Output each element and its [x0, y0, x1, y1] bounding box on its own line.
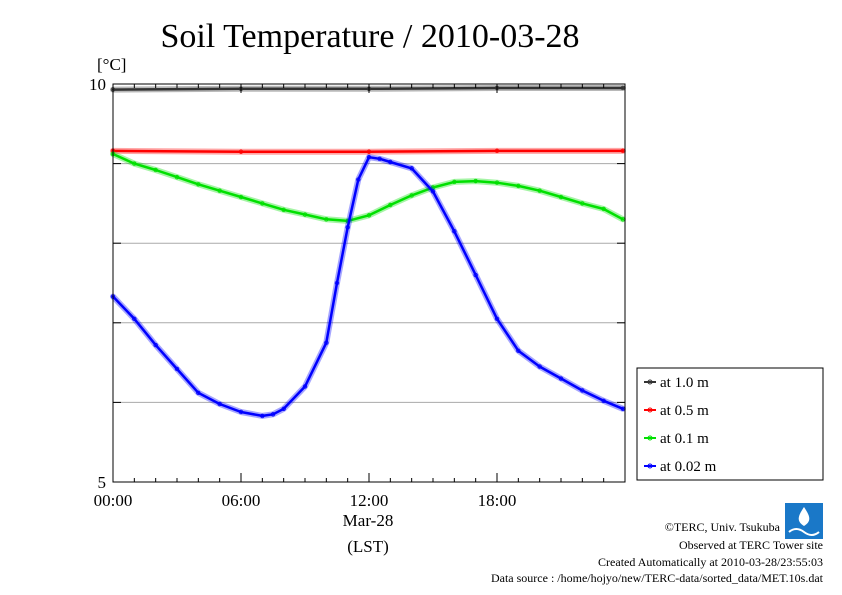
data-point [260, 413, 265, 419]
data-point [196, 182, 201, 187]
data-point [196, 390, 201, 396]
data-point [366, 155, 372, 160]
data-point [377, 156, 382, 162]
legend-label: at 1.0 m [660, 375, 709, 391]
x-tick-label: 18:00 [478, 491, 517, 510]
legend-marker [647, 435, 653, 441]
water-drop-icon [798, 507, 810, 526]
data-point [238, 194, 244, 200]
legend-label: at 0.5 m [660, 403, 709, 419]
data-point [324, 340, 329, 345]
data-point [238, 409, 244, 415]
y-unit-label: [°C] [97, 55, 126, 74]
data-point [580, 201, 585, 206]
footer-site: Observed at TERC Tower site [679, 538, 823, 552]
data-point [132, 316, 137, 322]
x-tick-label: 06:00 [222, 491, 261, 510]
plot-frame [112, 83, 626, 483]
data-point [153, 342, 158, 348]
data-point [473, 178, 478, 184]
data-point [302, 212, 308, 217]
series-band [110, 154, 626, 419]
y-tick-label-top: 10 [89, 75, 106, 94]
data-point [153, 167, 158, 173]
legend-marker [647, 407, 653, 413]
legend: at 1.0 m at 0.5 m at 0.1 m at 0.02 m [636, 367, 824, 481]
data-point [366, 149, 372, 154]
data-point [356, 177, 361, 182]
data-point [452, 229, 457, 234]
data-point [537, 364, 542, 369]
terc-logo [785, 503, 823, 539]
data-point [281, 406, 286, 411]
data-point [558, 376, 564, 381]
data-point [558, 194, 564, 200]
legend-label: at 0.02 m [660, 459, 717, 475]
data-point [494, 148, 500, 154]
wave-icon [788, 528, 820, 536]
data-point [516, 183, 521, 189]
legend-marker [647, 379, 653, 385]
footer-source: Data source : /home/hojyo/new/TERC-data/… [491, 571, 824, 585]
data-point [345, 225, 350, 230]
axis-ticks [112, 83, 626, 483]
data-point [580, 388, 585, 393]
data-point [281, 207, 286, 212]
x-date-label: Mar-28 [343, 511, 394, 530]
data-point [409, 193, 414, 198]
data-point [174, 174, 180, 180]
data-point [260, 201, 265, 206]
legend-label: at 0.1 m [660, 431, 709, 447]
data-point [473, 272, 478, 278]
data-point [388, 202, 393, 208]
y-tick-label-bottom: 5 [98, 473, 107, 492]
data-point [366, 213, 372, 218]
data-point [494, 316, 500, 322]
data-point [238, 149, 244, 154]
data-point [217, 401, 222, 407]
x-tick-label: 00:00 [94, 491, 133, 510]
series-line [111, 152, 625, 223]
data-point [270, 412, 276, 417]
data-point [537, 188, 542, 193]
data-point [601, 206, 606, 212]
data-point [132, 161, 137, 166]
series-line [111, 149, 625, 153]
legend-box [636, 367, 824, 481]
footer-copyright: ©TERC, Univ. Tsukuba [665, 520, 781, 534]
data-point [324, 217, 329, 222]
data-point [601, 398, 606, 404]
data-point [174, 366, 180, 372]
legend-marker [647, 463, 653, 469]
data-point [388, 159, 393, 165]
data-point [430, 189, 436, 194]
data-point [516, 348, 521, 353]
x-tick-labels: 00:00 06:00 12:00 18:00 [94, 491, 517, 510]
x-axis-label: (LST) [347, 537, 389, 556]
footer-created: Created Automatically at 2010-03-28/23:5… [598, 555, 823, 569]
data-point [302, 384, 308, 389]
series-line [111, 155, 625, 418]
gridlines [113, 163, 625, 403]
chart-title: Soil Temperature / 2010-03-28 [160, 18, 579, 55]
data-point [452, 179, 457, 185]
data-point [217, 188, 222, 193]
data-point [334, 280, 340, 286]
x-tick-label: 12:00 [350, 491, 389, 510]
data-point [409, 166, 414, 171]
data-point [494, 180, 500, 185]
series-lines [110, 85, 626, 419]
